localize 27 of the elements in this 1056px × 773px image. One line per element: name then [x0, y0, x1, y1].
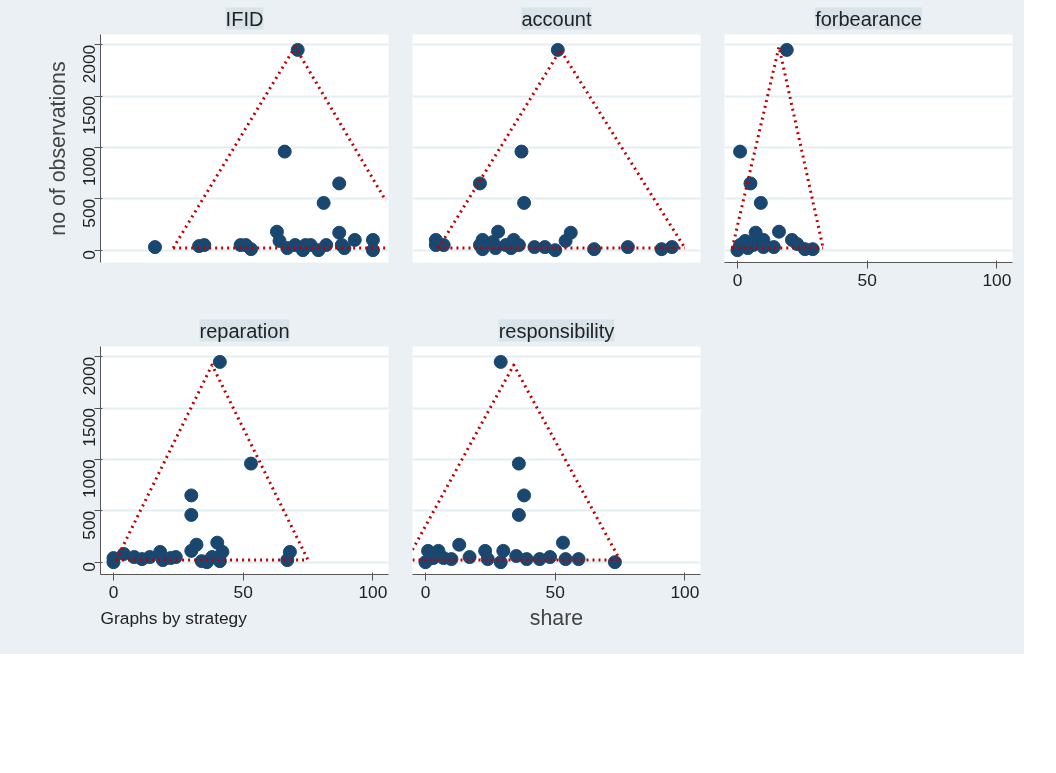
x-tick-label: 50 [545, 581, 565, 602]
y-tick-label: 1000 [79, 147, 100, 187]
x-axis-title: share [529, 605, 584, 630]
chart-title: reparation [199, 319, 290, 342]
y-axis-title: no of observations [45, 61, 70, 236]
y-tick-label: 1500 [79, 408, 100, 447]
x-tick-label: 0 [420, 581, 431, 602]
x-tick-label: 50 [233, 581, 253, 602]
chart-title: forbearance [815, 7, 922, 30]
x-tick-label: 100 [982, 269, 1012, 290]
x-tick-label: 100 [670, 581, 700, 602]
x-tick-label: 100 [358, 581, 388, 602]
x-tick-label: 0 [732, 269, 743, 290]
y-tick-label: 0 [79, 250, 100, 260]
y-tick-label: 2000 [79, 44, 100, 84]
y-tick-label: 500 [79, 198, 100, 228]
y-tick-label: 1500 [79, 96, 100, 135]
text: Graphs by strategy [100, 607, 248, 628]
y-tick-label: 500 [79, 510, 100, 540]
y-tick-label: 2000 [79, 356, 100, 396]
x-tick-label: 0 [108, 581, 119, 602]
chart-title: account [521, 7, 592, 30]
y-tick-label: 0 [79, 562, 100, 572]
chart-title: responsibility [498, 319, 615, 342]
chart-title: IFID [225, 7, 264, 30]
y-tick-label: 1000 [79, 459, 100, 499]
x-tick-label: 50 [857, 269, 877, 290]
